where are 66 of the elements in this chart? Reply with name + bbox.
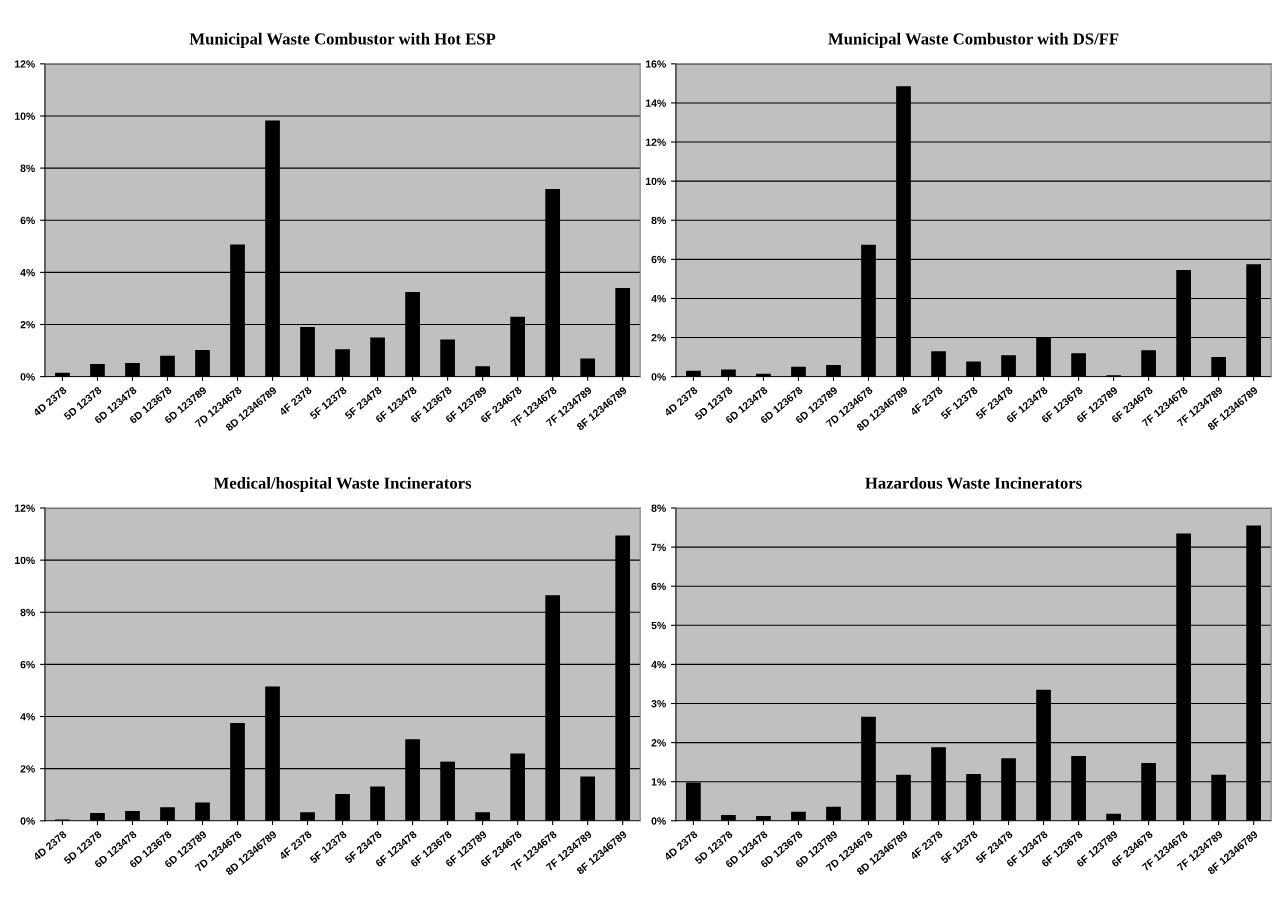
y-tick-label: 5% — [651, 621, 666, 630]
y-tick-label: 12% — [645, 138, 666, 146]
bar — [475, 366, 490, 377]
y-tick-label: 3% — [651, 700, 666, 708]
y-tick-label: 12% — [15, 504, 35, 512]
y-tick-label: 8% — [651, 504, 666, 512]
y-tick-label: 8% — [20, 164, 35, 172]
bar — [826, 364, 841, 377]
y-tick-label: 4% — [20, 268, 35, 277]
y-tick-label: 16% — [645, 60, 666, 68]
bar — [90, 364, 105, 377]
bar — [721, 369, 736, 377]
y-tick-label: 6% — [20, 660, 35, 669]
bar — [300, 327, 315, 377]
y-tick-label: 6% — [20, 216, 35, 225]
y-tick-label: 12% — [15, 60, 35, 68]
bar — [475, 812, 490, 821]
y-tick-label: 0% — [651, 817, 666, 825]
chart-title: Municipal Waste Combustor with DS/FF — [828, 32, 1119, 48]
bar — [440, 339, 455, 377]
chart-title: Municipal Waste Combustor with Hot ESP — [189, 32, 496, 48]
bar — [195, 350, 210, 377]
y-tick-label: 4% — [20, 713, 35, 721]
bar — [335, 349, 350, 377]
bar — [160, 807, 175, 821]
bar — [791, 366, 806, 377]
y-tick-label: 14% — [645, 99, 666, 107]
y-tick-label: 0% — [651, 373, 666, 381]
bar — [125, 363, 140, 377]
chart-title: Medical/hospital Waste Incinerators — [213, 477, 472, 493]
y-tick-label: 0% — [20, 817, 35, 825]
chart-title: Hazardous Waste Incinerators — [865, 477, 1082, 489]
y-tick-label: 2% — [651, 334, 666, 342]
bar — [791, 811, 806, 821]
y-tick-label: 2% — [20, 321, 35, 329]
y-tick-label: 0% — [20, 373, 35, 381]
y-tick-label: 4% — [651, 294, 666, 303]
y-tick-label: 6% — [651, 582, 666, 591]
bar — [300, 812, 315, 821]
y-tick-label: 10% — [15, 112, 35, 120]
y-tick-label: 10% — [15, 556, 35, 565]
y-tick-label: 8% — [651, 216, 666, 225]
bar — [370, 786, 385, 821]
bar — [966, 361, 981, 377]
y-tick-label: 1% — [651, 778, 666, 786]
bar — [826, 806, 841, 821]
bar — [90, 812, 105, 821]
bar — [1141, 350, 1156, 377]
y-tick-label: 4% — [651, 660, 666, 669]
y-tick-label: 2% — [651, 739, 666, 747]
bar — [580, 358, 596, 377]
bar — [931, 351, 946, 377]
bar — [335, 793, 350, 821]
y-tick-label: 10% — [645, 177, 666, 186]
y-tick-label: 8% — [20, 608, 35, 617]
bar — [580, 776, 596, 821]
bar — [160, 355, 175, 377]
bar — [1001, 355, 1016, 377]
bar — [1211, 357, 1226, 377]
bar — [125, 810, 140, 821]
y-tick-label: 7% — [651, 543, 666, 551]
y-tick-label: 2% — [20, 765, 35, 773]
bar — [195, 802, 210, 821]
y-tick-label: 6% — [651, 255, 666, 264]
bar — [370, 337, 385, 377]
bar — [1071, 353, 1086, 377]
